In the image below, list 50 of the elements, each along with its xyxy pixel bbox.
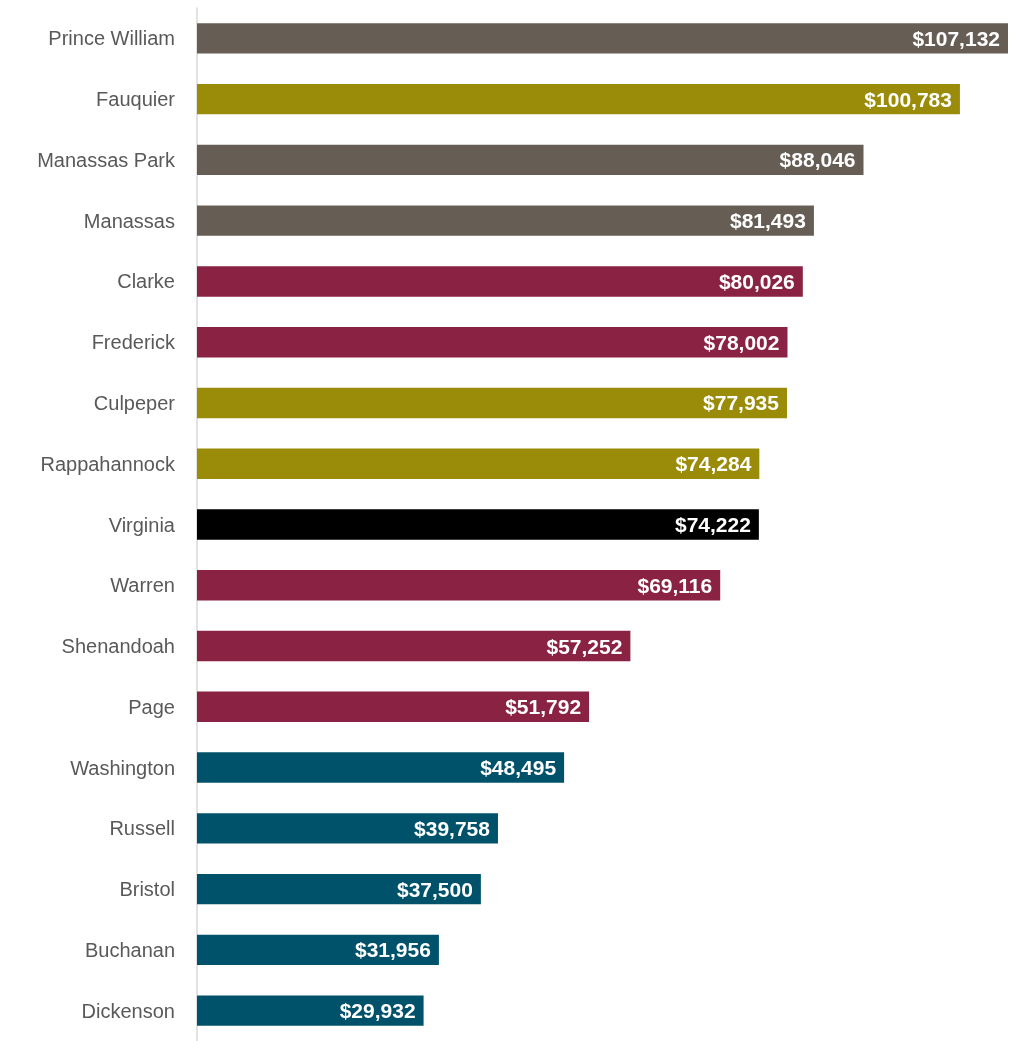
bar [197, 144, 864, 176]
y-tick-label: Clarke [117, 270, 175, 293]
data-label: $80,026 [718, 269, 795, 293]
data-label: $78,002 [703, 330, 780, 354]
bar [197, 387, 787, 419]
data-label: $69,116 [637, 573, 713, 597]
y-tick-label: Fauquier [96, 88, 176, 111]
bar [197, 205, 814, 236]
y-tick-label: Virginia [108, 513, 176, 536]
data-label: $29,932 [339, 999, 416, 1023]
bar [197, 873, 481, 905]
data-label: $74,222 [674, 513, 751, 536]
bar [197, 813, 498, 844]
data-label: $100,783 [864, 87, 952, 111]
data-label: $81,493 [729, 209, 806, 233]
bar [197, 448, 760, 479]
bar [197, 83, 960, 115]
data-label: $107,132 [912, 26, 1000, 50]
y-tick-label: Warren [110, 574, 175, 597]
bar [197, 509, 759, 540]
y-tick-label: Shenandoah [61, 635, 175, 658]
data-label: $48,495 [480, 756, 557, 780]
y-tick-label: Manassas Park [37, 148, 176, 171]
data-label: $57,252 [546, 634, 623, 658]
data-label: $39,758 [414, 816, 491, 840]
y-tick-label: Rappahannock [40, 452, 176, 475]
bar [197, 327, 788, 358]
y-tick-label: Dickenson [81, 999, 175, 1022]
y-tick-label: Buchanan [84, 938, 175, 961]
bar [197, 752, 565, 783]
data-label: $31,956 [354, 938, 431, 962]
data-label: $51,792 [505, 695, 582, 719]
bar [197, 691, 590, 722]
y-tick-label: Frederick [91, 331, 176, 354]
bar [197, 570, 721, 601]
bar [197, 995, 424, 1026]
y-tick-label: Russell [109, 817, 175, 840]
y-tick-label: Culpeper [93, 391, 176, 414]
y-tick-label: Washington [70, 756, 175, 779]
y-tick-label: Bristol [119, 878, 175, 901]
bar [197, 266, 803, 297]
data-label: $88,046 [779, 148, 856, 172]
data-label: $74,284 [675, 452, 752, 476]
y-tick-label: Prince William [48, 27, 175, 50]
bar [197, 23, 1008, 54]
bar [197, 630, 631, 662]
data-label: $77,935 [703, 391, 780, 415]
y-tick-label: Page [128, 695, 175, 718]
data-label: $37,500 [396, 877, 473, 901]
y-tick-label: Manassas [83, 209, 175, 232]
